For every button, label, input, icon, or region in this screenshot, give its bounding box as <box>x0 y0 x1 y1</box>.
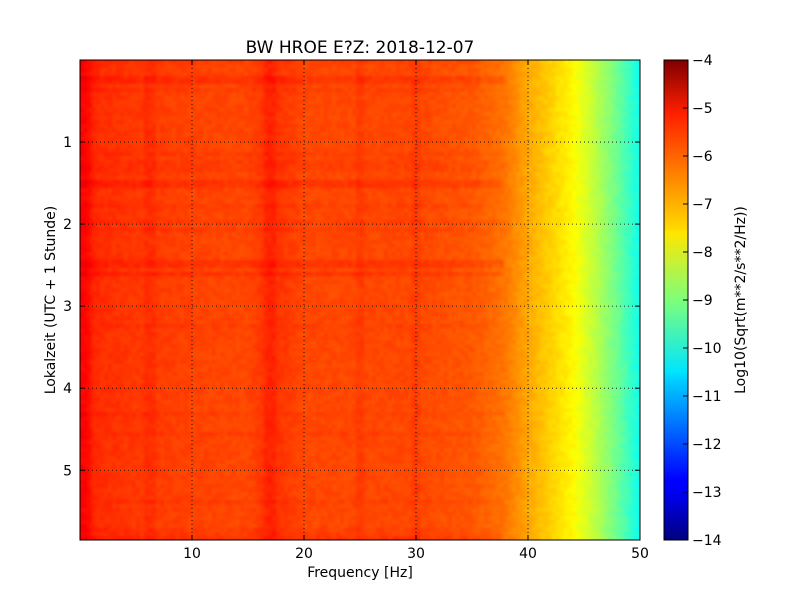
x-axis-label: Frequency [Hz] <box>307 565 413 581</box>
plot-frame <box>79 59 641 541</box>
spectrogram-image <box>80 60 640 540</box>
colorbar-tick-label: −13 <box>692 485 722 501</box>
y-tick-label: 1 <box>63 135 72 151</box>
chart-title: BW HROE E?Z: 2018-12-07 <box>246 38 475 58</box>
colorbar-tick-label: −4 <box>692 53 713 69</box>
y-axis-label: Lokalzeit (UTC + 1 Stunde) <box>43 206 59 395</box>
colorbar-tick-label: −9 <box>692 293 713 309</box>
y-tick-label: 5 <box>63 463 72 479</box>
x-tick-label: 30 <box>407 546 425 562</box>
colorbar-tick-label: −6 <box>692 149 713 165</box>
colorbar-tick-label: −7 <box>692 197 713 213</box>
colorbar-tick-label: −10 <box>692 341 722 357</box>
colorbar-ticks: −4 −5 −6 −7 −8 −9 −10 −11 −12 −13 −14 <box>683 53 722 549</box>
colorbar-tick-label: −14 <box>692 533 722 549</box>
y-tick-label: 3 <box>63 299 72 315</box>
x-tick-label: 40 <box>519 546 537 562</box>
grid-lines <box>80 60 640 540</box>
colorbar-tick-label: −11 <box>692 389 722 405</box>
y-tick-label: 2 <box>63 217 72 233</box>
colorbar-label: Log10(Sqrt(m**2/s**2/Hz)) <box>733 206 749 394</box>
y-axis-ticks: 1 2 3 4 5 <box>63 135 640 479</box>
x-tick-label: 50 <box>631 546 649 562</box>
spectrogram-plot <box>80 60 640 540</box>
colorbar-tick-label: −8 <box>692 245 713 261</box>
colorbar-tick-label: −5 <box>692 101 713 117</box>
y-tick-label: 4 <box>63 381 72 397</box>
x-tick-label: 10 <box>183 546 201 562</box>
x-axis-ticks: 10 20 30 40 50 <box>183 60 649 562</box>
colorbar-tick-label: −12 <box>692 437 722 453</box>
x-tick-label: 20 <box>295 546 313 562</box>
